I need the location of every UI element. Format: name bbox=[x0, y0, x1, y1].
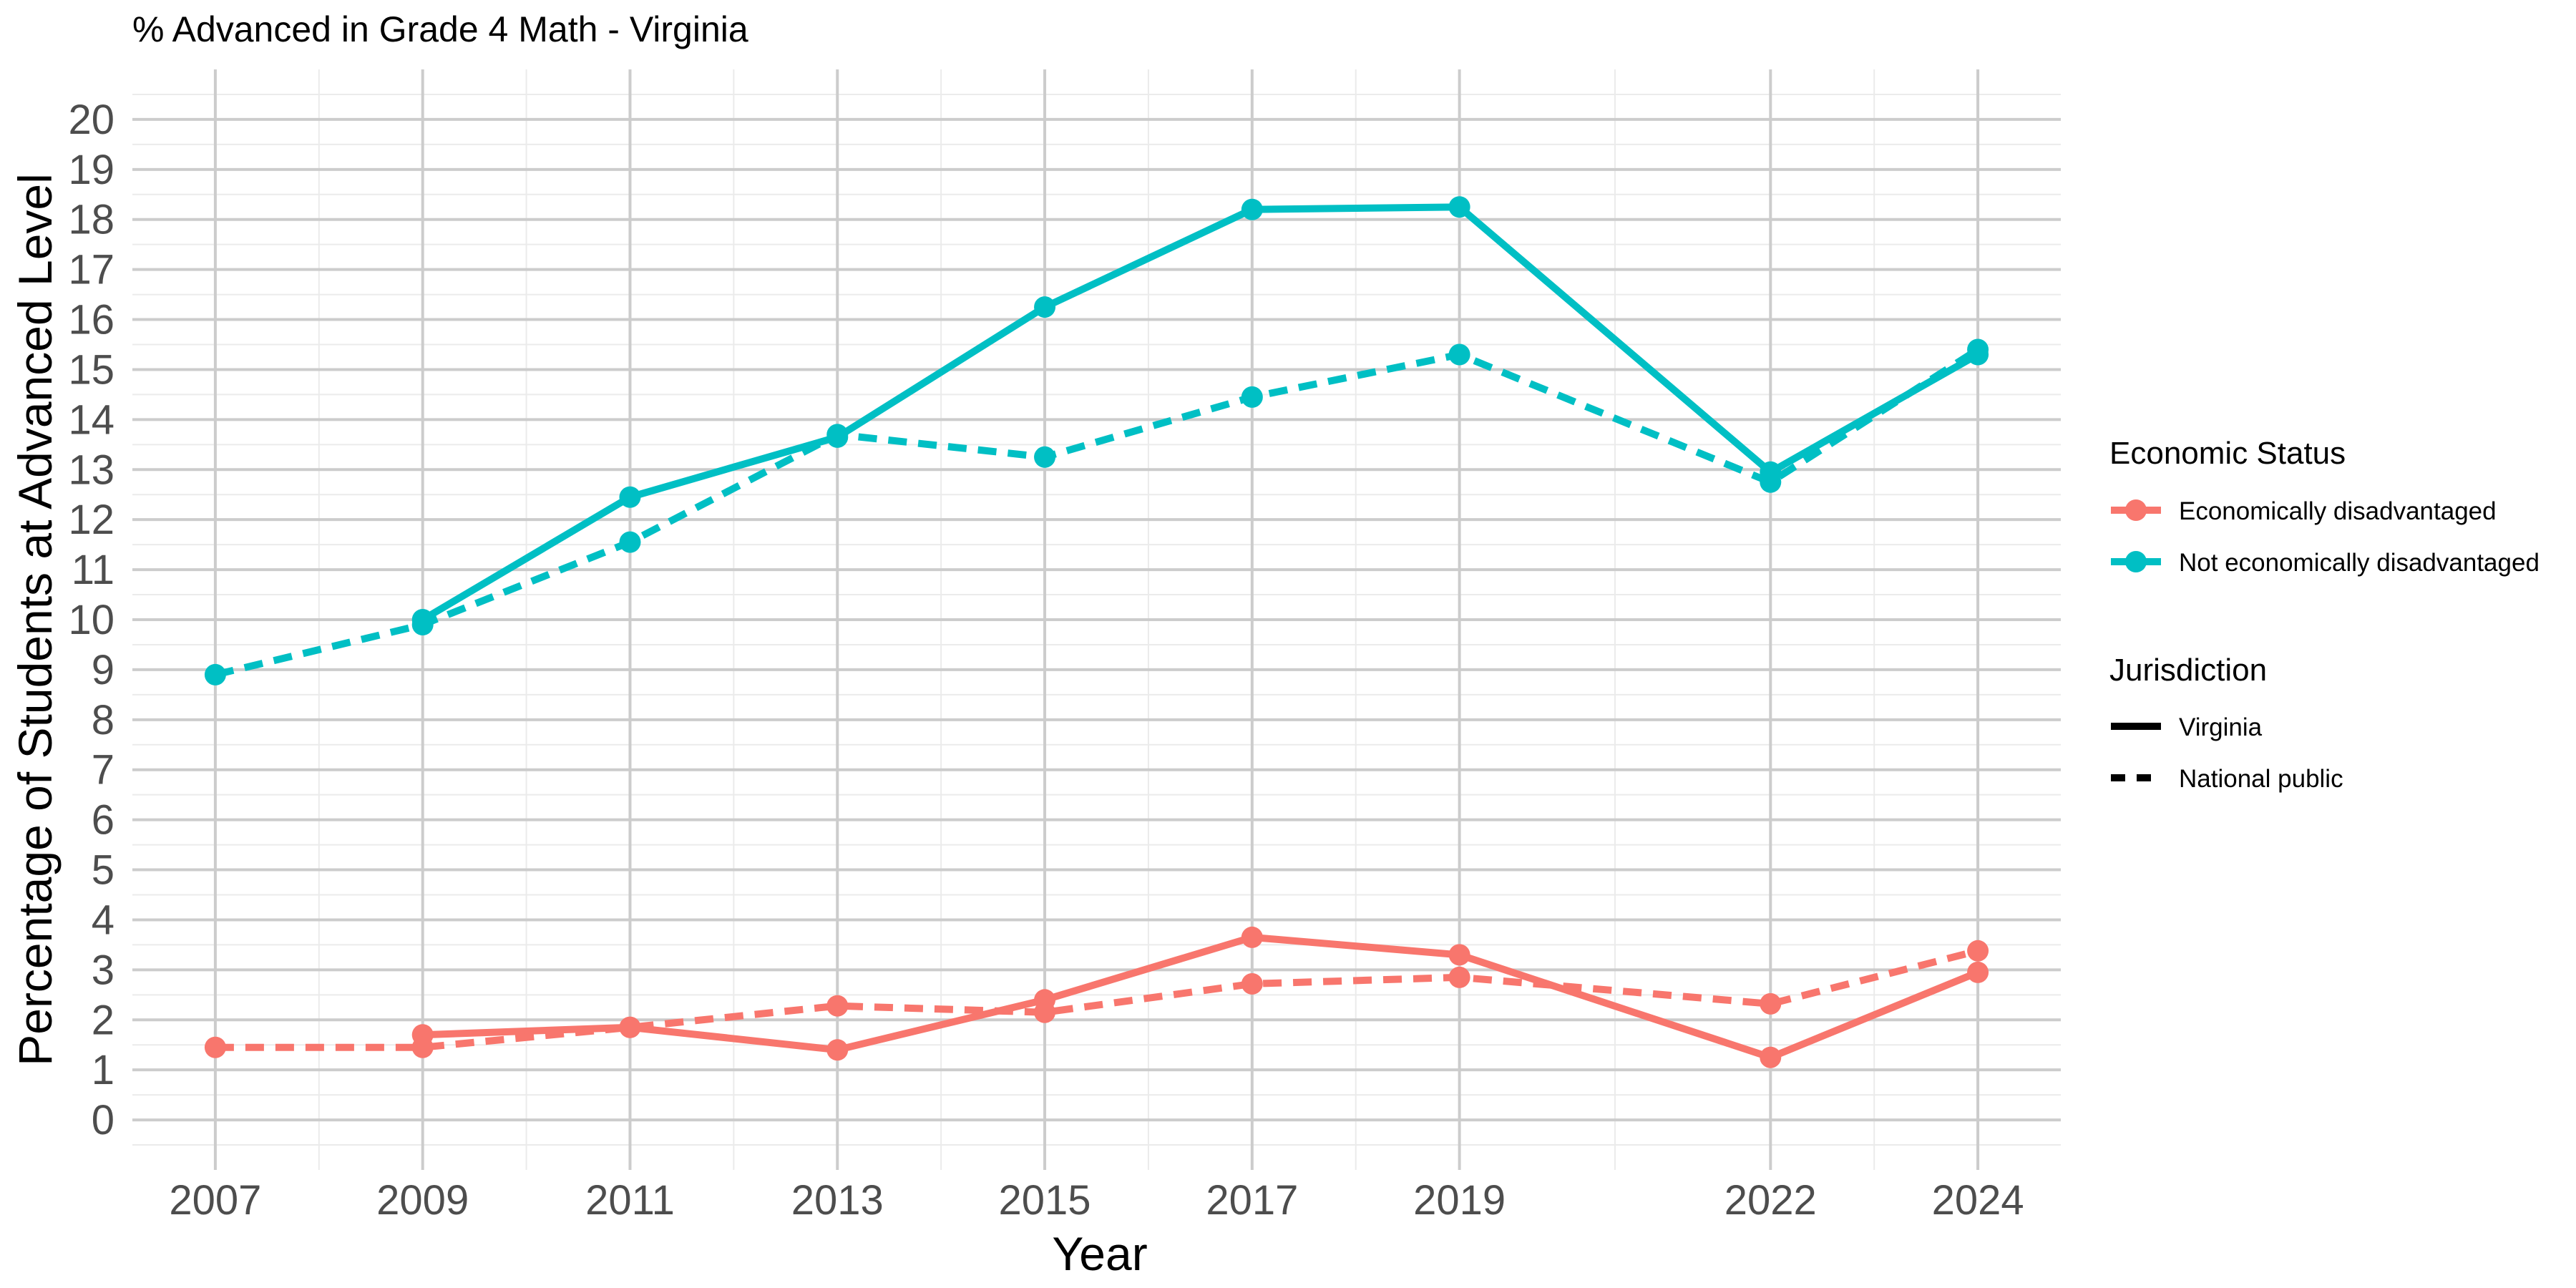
y-tick-label: 0 bbox=[92, 1097, 114, 1143]
x-axis-title: Year bbox=[1052, 1227, 1147, 1280]
y-axis-title: Percentage of Students at Advanced Level bbox=[9, 173, 62, 1066]
y-tick-label: 11 bbox=[72, 547, 114, 593]
data-point bbox=[1241, 972, 1263, 995]
legend-label: Virginia bbox=[2179, 713, 2263, 741]
y-tick-label: 6 bbox=[92, 797, 114, 844]
data-point bbox=[619, 486, 641, 508]
data-point bbox=[1241, 926, 1263, 948]
x-tick-label: 2022 bbox=[1724, 1177, 1817, 1224]
y-tick-label: 3 bbox=[92, 947, 114, 993]
series-4 bbox=[204, 338, 1989, 686]
data-point bbox=[619, 531, 641, 553]
data-point bbox=[1760, 992, 1782, 1015]
y-tick-label: 9 bbox=[92, 647, 114, 693]
y-tick-label: 13 bbox=[68, 447, 114, 493]
x-tick-label: 2009 bbox=[376, 1177, 469, 1224]
y-tick-label: 16 bbox=[68, 297, 114, 343]
data-point bbox=[204, 663, 226, 686]
data-point bbox=[1448, 966, 1470, 988]
y-tick-label: 8 bbox=[92, 697, 114, 743]
series-layer bbox=[204, 196, 1989, 1068]
series-2 bbox=[204, 940, 1989, 1058]
x-tick-label: 2011 bbox=[585, 1177, 675, 1224]
x-tick-label: 2019 bbox=[1413, 1177, 1506, 1224]
data-point bbox=[1967, 940, 1989, 962]
legend-label: Not economically disadvantaged bbox=[2179, 549, 2540, 577]
series-line bbox=[214, 346, 1980, 678]
data-point bbox=[1034, 1001, 1056, 1023]
data-point bbox=[619, 1016, 641, 1038]
legend-title-jurisdiction: Jurisdiction bbox=[2109, 653, 2267, 688]
grid bbox=[132, 69, 2061, 1170]
y-tick-label: 14 bbox=[68, 396, 114, 443]
data-point bbox=[411, 1036, 434, 1058]
data-point bbox=[1448, 343, 1470, 366]
data-point bbox=[1448, 196, 1470, 218]
legend: Economic Status Economically disadvantage… bbox=[2109, 436, 2540, 793]
x-tick-label: 2007 bbox=[169, 1177, 261, 1224]
series-line bbox=[422, 933, 1979, 1061]
y-tick-label: 15 bbox=[68, 346, 114, 393]
data-point bbox=[1967, 961, 1989, 983]
data-point bbox=[1034, 296, 1056, 318]
data-point bbox=[1241, 386, 1263, 408]
legend-label: National public bbox=[2179, 765, 2343, 793]
y-tick-label: 4 bbox=[92, 897, 114, 943]
series-line bbox=[421, 203, 1980, 623]
x-tick-label: 2013 bbox=[791, 1177, 884, 1224]
chart-title: % Advanced in Grade 4 Math - Virginia bbox=[132, 9, 748, 49]
y-tick-label: 20 bbox=[68, 97, 114, 143]
x-tick-label: 2017 bbox=[1206, 1177, 1298, 1224]
data-point bbox=[1760, 471, 1782, 493]
data-point bbox=[1034, 446, 1056, 468]
x-tick-label: 2024 bbox=[1932, 1177, 2024, 1224]
y-tick-label: 12 bbox=[68, 497, 114, 543]
y-tick-label: 19 bbox=[68, 147, 114, 193]
y-tick-label: 7 bbox=[92, 747, 114, 794]
y-tick-label: 10 bbox=[68, 597, 114, 643]
legend-title-economic-status: Economic Status bbox=[2109, 436, 2346, 471]
y-tick-label: 18 bbox=[68, 197, 114, 243]
data-point bbox=[204, 1036, 226, 1058]
data-point bbox=[826, 995, 849, 1017]
y-tick-label: 1 bbox=[92, 1047, 114, 1093]
data-point bbox=[411, 613, 434, 635]
x-tick-label: 2015 bbox=[999, 1177, 1091, 1224]
series-line bbox=[215, 947, 1979, 1051]
data-point bbox=[1967, 338, 1989, 361]
legend-key-point bbox=[2125, 551, 2147, 572]
data-point bbox=[1760, 1046, 1782, 1068]
y-tick-label: 2 bbox=[92, 997, 114, 1043]
data-point bbox=[826, 424, 849, 446]
legend-key-point bbox=[2125, 499, 2147, 521]
data-point bbox=[826, 1039, 849, 1061]
y-tick-label: 5 bbox=[92, 847, 114, 894]
data-point bbox=[1448, 944, 1470, 966]
data-point bbox=[1241, 198, 1263, 220]
y-tick-label: 17 bbox=[68, 247, 114, 293]
series-1 bbox=[411, 926, 1989, 1068]
legend-label: Economically disadvantaged bbox=[2179, 497, 2497, 525]
